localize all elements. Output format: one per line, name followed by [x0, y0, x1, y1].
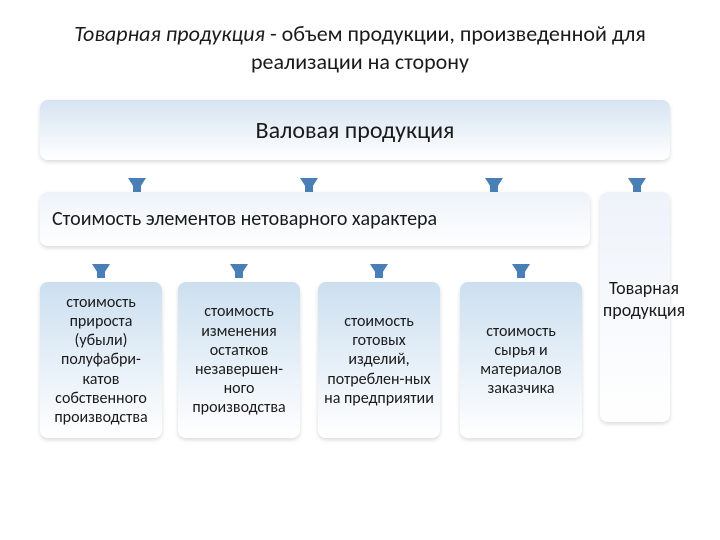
- leaf-1-text: стоимость прироста (убыли) полуфабри-кат…: [46, 293, 156, 427]
- arrow-down-icon: [128, 178, 146, 192]
- leaf-3: стоимость готовых изделий, потреблен-ных…: [318, 282, 440, 438]
- title-italic: Товарная продукция: [74, 20, 265, 47]
- leaf-2: стоимость изменения остатков незавершен-…: [178, 282, 300, 438]
- arrow-down-icon: [485, 178, 503, 192]
- leaf-3-text: стоимость готовых изделий, потреблен-ных…: [324, 312, 434, 408]
- leaf-4: стоимость сырья и материалов заказчика: [460, 282, 582, 438]
- box-netovarnogo: Стоимость элементов нетоварного характер…: [40, 192, 590, 246]
- arrow-down-icon: [370, 264, 388, 278]
- label-tovarnaya: Товарная продукция: [574, 278, 714, 321]
- arrow-down-icon: [300, 178, 318, 192]
- box-mid-text: Стоимость элементов нетоварного характер…: [52, 207, 437, 231]
- arrow-down-icon: [628, 178, 646, 192]
- arrow-down-icon: [230, 264, 248, 278]
- title-rest: - объем продукции, произведенной для реа…: [251, 20, 646, 75]
- slide-title: Товарная продукция - объем продукции, пр…: [0, 0, 720, 85]
- leaf-2-text: стоимость изменения остатков незавершен-…: [184, 302, 294, 417]
- box-valovaya: Валовая продукция: [40, 100, 670, 160]
- leaf-1: стоимость прироста (убыли) полуфабри-кат…: [40, 282, 162, 438]
- arrow-down-icon: [512, 264, 530, 278]
- box-top-text: Валовая продукция: [256, 116, 455, 145]
- leaf-4-text: стоимость сырья и материалов заказчика: [466, 322, 576, 399]
- arrow-down-icon: [92, 264, 110, 278]
